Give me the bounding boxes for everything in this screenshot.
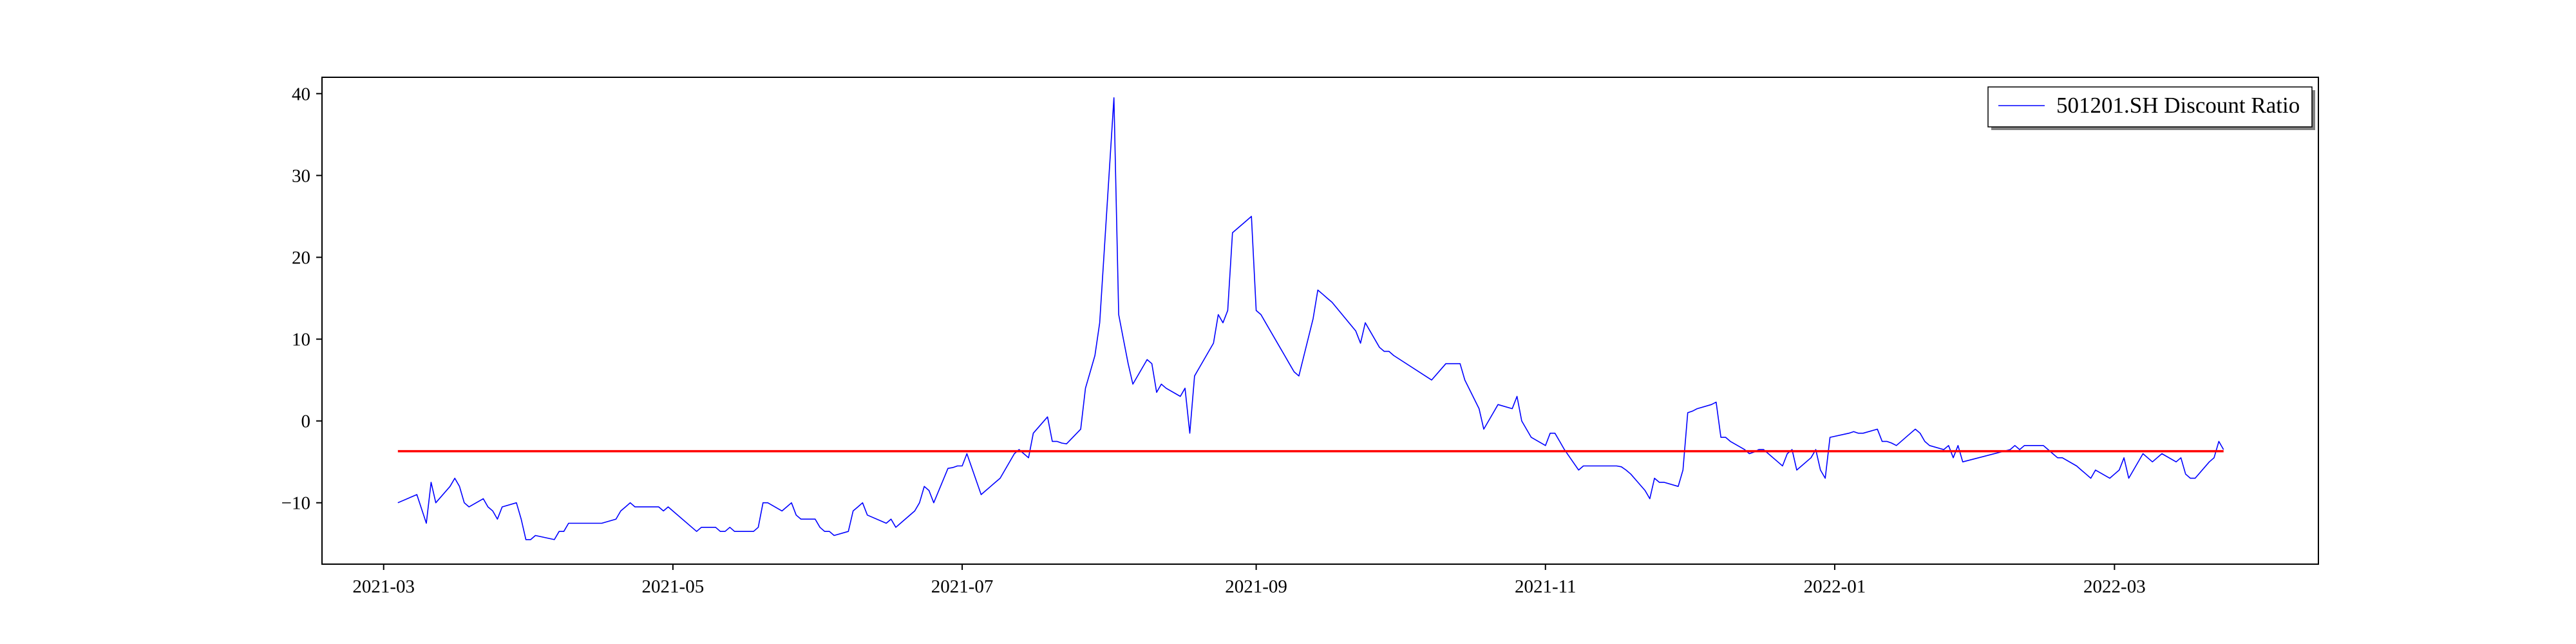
x-tick-label: 2021-11: [1515, 576, 1577, 597]
y-tick-label: −10: [281, 493, 310, 514]
x-tick-label: 2022-03: [2083, 576, 2146, 597]
y-tick-label: 30: [292, 166, 310, 186]
axes-frame: [321, 77, 2319, 565]
x-tick-label: 2021-03: [352, 576, 415, 597]
legend-box: [1987, 86, 2313, 128]
y-tick-label: 20: [292, 248, 310, 269]
plot-area: −10 0 10 20 30 40 2021-03 2021-05 2021-07 2021-09…: [281, 77, 2319, 597]
legend-series-label: 501201.SH Discount Ratio: [2056, 93, 2300, 118]
x-tick-label: 2021-07: [931, 576, 994, 597]
legend: 501201.SH Discount Ratio: [1987, 86, 2315, 130]
series-line-0: [397, 97, 2224, 540]
x-tick-label: 2021-05: [642, 576, 705, 597]
x-tick-label: 2021-09: [1225, 576, 1287, 597]
x-tick-label: 2022-01: [1804, 576, 1866, 597]
y-tick-label: 10: [292, 330, 310, 350]
y-tick-label: 40: [292, 84, 310, 104]
y-tick-label: 0: [301, 412, 311, 432]
